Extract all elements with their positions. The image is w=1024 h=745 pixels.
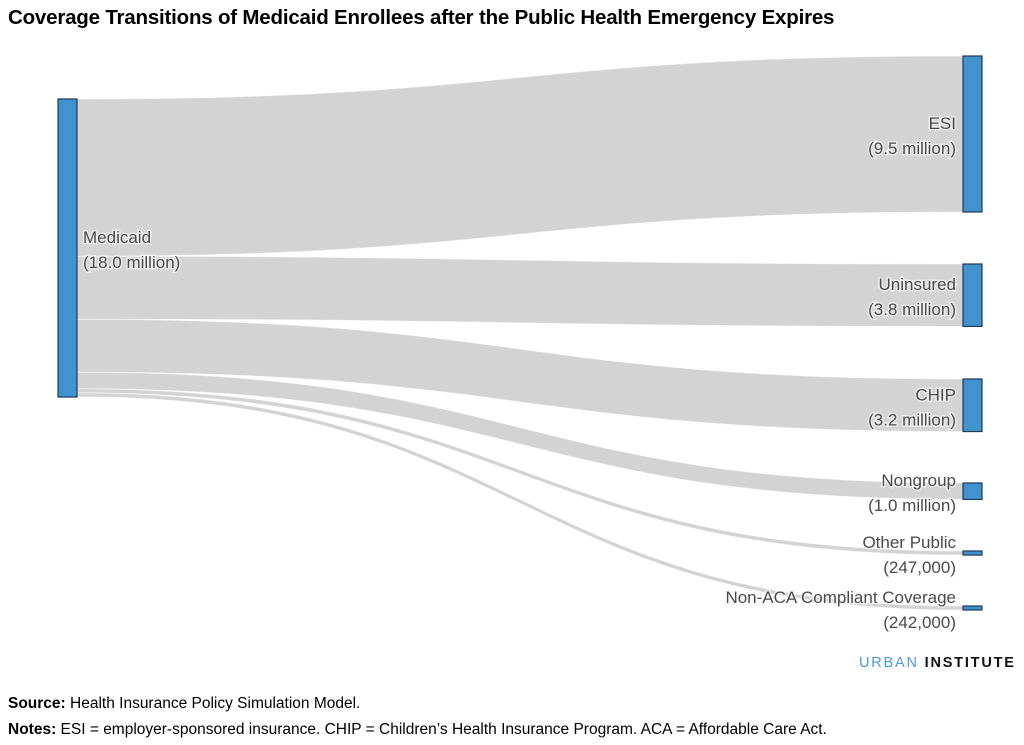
node-label-chip: CHIP: [915, 385, 956, 404]
source-note: Source: Health Insurance Policy Simulati…: [8, 695, 360, 713]
node-esi: [962, 55, 983, 213]
node-value-medicaid: (18.0 million): [83, 253, 180, 272]
node-label-other-public: Other Public: [862, 533, 956, 552]
logo-institute: INSTITUTE: [924, 655, 1016, 671]
link-medicaid-to-chip: [76, 318, 964, 432]
node-medicaid: [57, 98, 78, 398]
node-value-non-aca-compliant-coverage: (242,000): [883, 613, 956, 632]
sankey-chart: Medicaid (18.0 million) ESI (9.5 million) Un…: [57, 55, 983, 634]
node-non-aca-compliant-coverage: [962, 605, 983, 611]
node-value-nongroup: (1.0 million): [868, 496, 956, 515]
node-nongroup: [962, 482, 983, 501]
node-uninsured: [962, 263, 983, 328]
node-label-uninsured: Uninsured: [879, 275, 957, 294]
link-medicaid-to-esi: [76, 55, 964, 257]
chart-title: Coverage Transitions of Medicaid Enrolle…: [8, 6, 835, 29]
link-medicaid-to-uninsured: [76, 255, 964, 327]
node-label-esi: ESI: [929, 114, 956, 133]
node-label-non-aca-compliant-coverage: Non-ACA Compliant Coverage: [725, 588, 956, 607]
node-value-other-public: (247,000): [883, 558, 956, 577]
notes-text: ESI = employer-sponsored insurance. CHIP…: [56, 721, 827, 738]
urban-institute-logo: URBAN INSTITUTE: [859, 655, 1016, 671]
node-value-chip: (3.2 million): [868, 410, 956, 429]
source-text: Health Insurance Policy Simulation Model…: [65, 695, 361, 712]
node-label-medicaid: Medicaid: [83, 228, 151, 247]
notes-label: Notes:: [8, 721, 57, 738]
node-label-nongroup: Nongroup: [881, 471, 956, 490]
node-value-esi: (9.5 million): [868, 139, 956, 158]
node-value-uninsured: (3.8 million): [868, 300, 956, 319]
logo-urban: URBAN: [859, 655, 919, 671]
notes: Notes: ESI = employer-sponsored insuranc…: [8, 721, 827, 739]
labels-layer: Medicaid (18.0 million) ESI (9.5 million) Un…: [82, 113, 958, 634]
links-layer: [76, 55, 964, 611]
node-other-public: [962, 550, 983, 556]
source-label: Source:: [8, 695, 66, 712]
nodes-layer: [57, 55, 983, 611]
node-chip: [962, 378, 983, 433]
